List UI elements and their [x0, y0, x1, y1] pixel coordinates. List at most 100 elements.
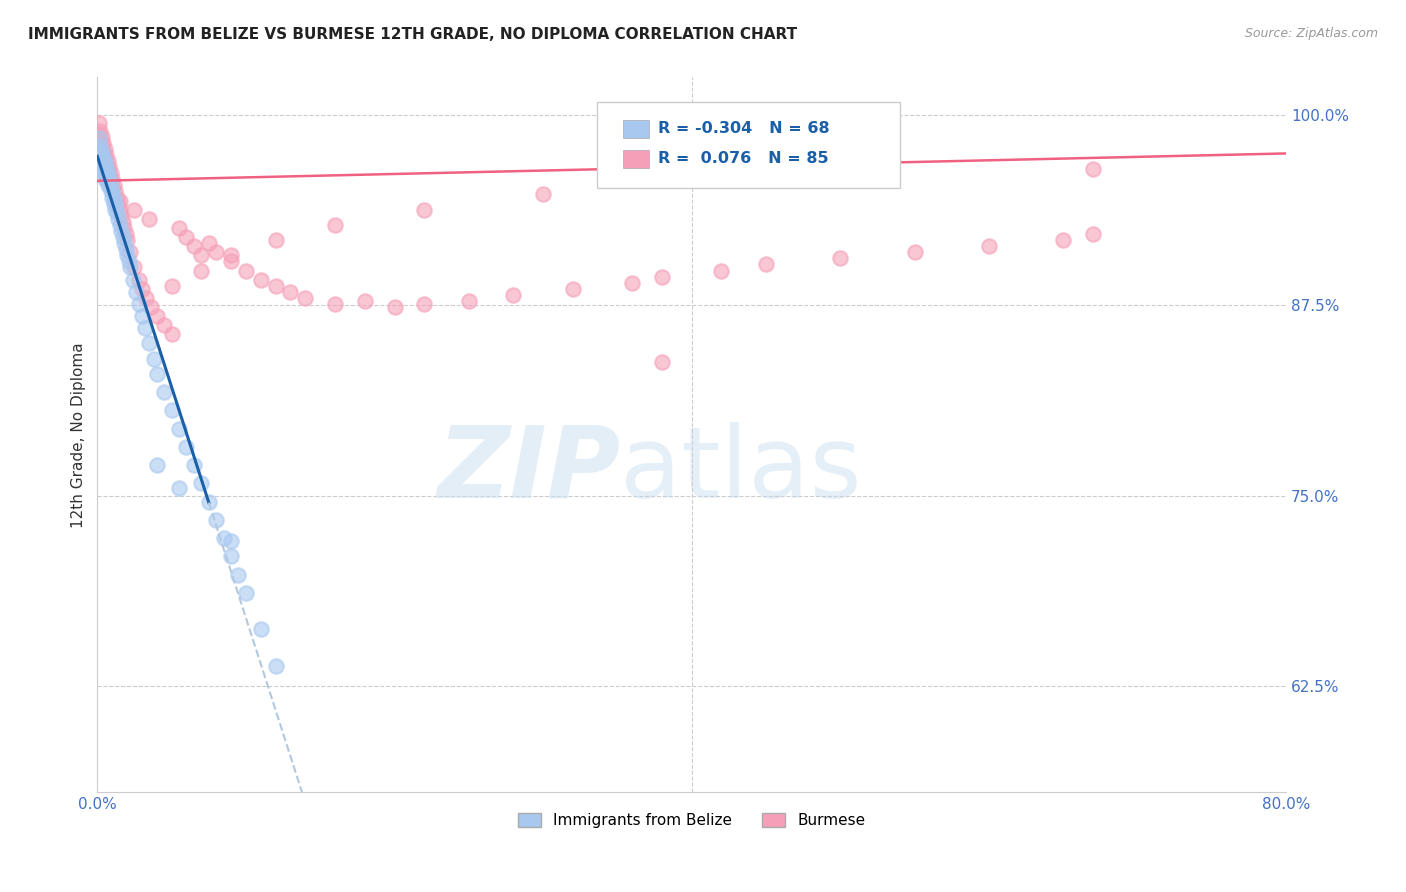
Point: [94, 172, 117, 186]
Point: [228, 567, 250, 582]
Point: [160, 327, 183, 342]
Point: [190, 263, 212, 277]
Point: [125, 285, 148, 299]
Point: [212, 531, 235, 545]
Text: R =  0.076   N = 85: R = 0.076 N = 85: [658, 152, 830, 167]
Point: [94, 142, 117, 156]
Point: [94, 160, 117, 174]
Point: [103, 190, 125, 204]
Point: [131, 309, 153, 323]
Point: [651, 355, 673, 369]
Point: [124, 202, 146, 217]
Point: [323, 297, 346, 311]
Point: [264, 658, 287, 673]
Point: [101, 185, 124, 199]
Point: [90, 129, 112, 144]
Point: [100, 178, 122, 193]
Point: [98, 160, 121, 174]
Point: [457, 293, 479, 308]
Point: [183, 239, 205, 253]
Point: [89, 154, 111, 169]
Point: [100, 175, 122, 189]
Point: [104, 196, 127, 211]
Point: [104, 202, 127, 217]
Point: [108, 202, 131, 217]
FancyBboxPatch shape: [623, 120, 648, 138]
Point: [176, 440, 198, 454]
Point: [280, 285, 302, 299]
Point: [110, 209, 132, 223]
Point: [89, 146, 111, 161]
Point: [160, 403, 183, 417]
Legend: Immigrants from Belize, Burmese: Immigrants from Belize, Burmese: [512, 807, 872, 834]
Point: [94, 166, 117, 180]
Point: [112, 221, 135, 235]
Point: [651, 269, 673, 284]
Point: [100, 166, 122, 180]
Point: [219, 248, 242, 262]
Point: [89, 123, 111, 137]
Point: [205, 513, 228, 527]
Point: [977, 239, 1000, 253]
Point: [134, 321, 156, 335]
Point: [96, 172, 118, 186]
Text: Source: ZipAtlas.com: Source: ZipAtlas.com: [1244, 27, 1378, 40]
Text: R = -0.304   N = 68: R = -0.304 N = 68: [658, 121, 830, 136]
Point: [115, 248, 138, 262]
Point: [91, 163, 114, 178]
Point: [135, 291, 157, 305]
Point: [830, 252, 852, 266]
Text: atlas: atlas: [620, 422, 862, 519]
Point: [323, 218, 346, 232]
Point: [108, 194, 131, 208]
Point: [502, 288, 524, 302]
Point: [219, 254, 242, 268]
Point: [111, 215, 134, 229]
Point: [219, 534, 242, 549]
Point: [101, 190, 124, 204]
Point: [94, 154, 117, 169]
Point: [142, 351, 165, 366]
Point: [96, 157, 118, 171]
Point: [97, 172, 120, 186]
Point: [118, 245, 141, 260]
Point: [903, 245, 925, 260]
Point: [96, 148, 118, 162]
Point: [90, 139, 112, 153]
Point: [103, 178, 125, 193]
Point: [235, 263, 257, 277]
Point: [138, 211, 160, 226]
Point: [94, 160, 117, 174]
Point: [122, 272, 145, 286]
Point: [97, 166, 120, 180]
Point: [146, 367, 169, 381]
Point: [98, 169, 121, 184]
Point: [114, 242, 136, 256]
Point: [353, 293, 375, 308]
Text: IMMIGRANTS FROM BELIZE VS BURMESE 12TH GRADE, NO DIPLOMA CORRELATION CHART: IMMIGRANTS FROM BELIZE VS BURMESE 12TH G…: [28, 27, 797, 42]
Point: [146, 309, 169, 323]
Point: [97, 172, 120, 186]
Point: [90, 151, 112, 165]
Point: [128, 272, 150, 286]
Point: [117, 254, 139, 268]
Point: [96, 166, 118, 180]
Point: [91, 151, 114, 165]
Point: [384, 300, 406, 314]
Point: [249, 272, 271, 286]
Point: [561, 282, 583, 296]
Point: [87, 151, 110, 165]
Point: [264, 233, 287, 247]
Point: [183, 458, 205, 472]
Text: ZIP: ZIP: [437, 422, 620, 519]
Point: [160, 278, 183, 293]
Point: [131, 282, 153, 296]
Point: [1052, 233, 1074, 247]
Point: [108, 218, 131, 232]
Point: [167, 221, 190, 235]
Point: [710, 263, 733, 277]
Point: [190, 248, 212, 262]
Point: [1081, 161, 1104, 176]
Point: [153, 385, 176, 400]
Point: [107, 211, 129, 226]
